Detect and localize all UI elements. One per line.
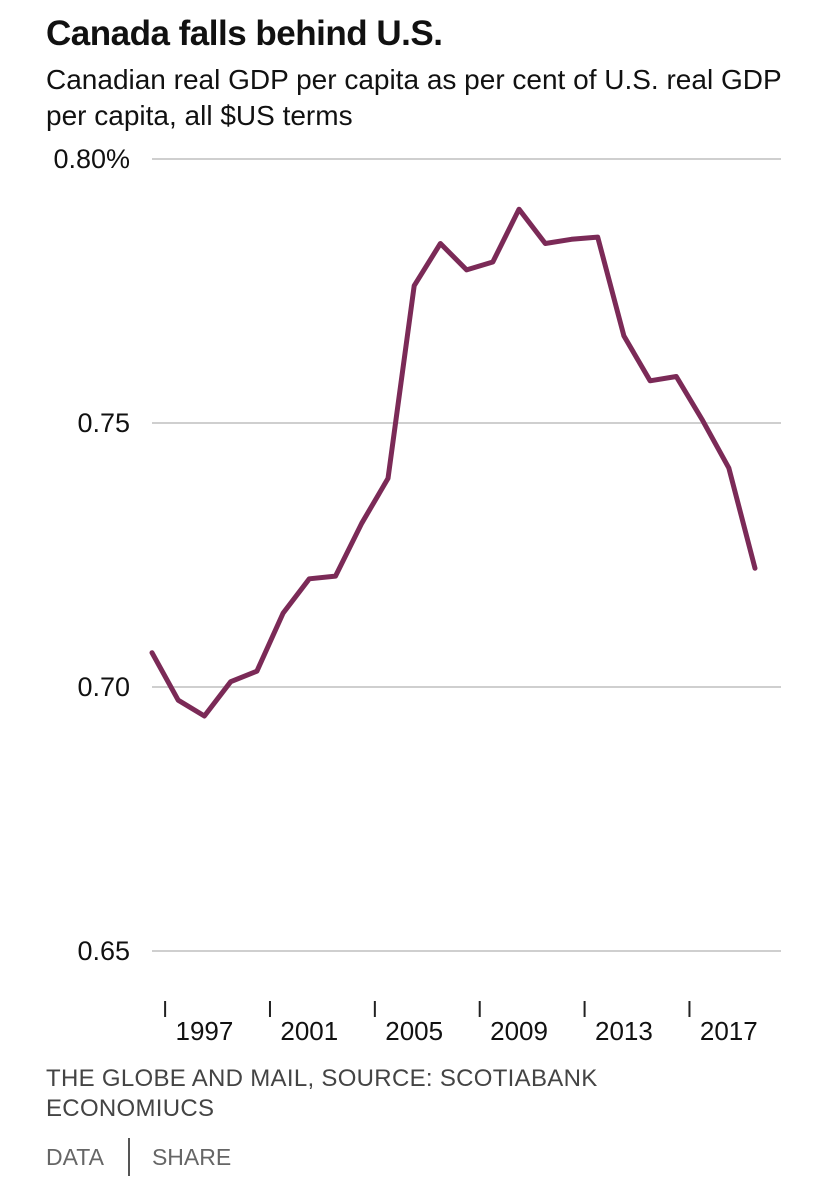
- share-link[interactable]: SHARE: [151, 1143, 232, 1170]
- footer-divider: [127, 1138, 130, 1176]
- x-tick-label: 2001: [280, 1016, 338, 1046]
- data-link[interactable]: DATA: [46, 1143, 104, 1170]
- y-tick-label: 0.70: [77, 672, 130, 702]
- footer-actions: DATA SHARE: [46, 1138, 231, 1176]
- x-tick-label: 2013: [595, 1016, 653, 1046]
- chart-subtitle: Canadian real GDP per capita as per cent…: [46, 64, 782, 131]
- x-tick-label: 2017: [700, 1016, 758, 1046]
- x-tick-label: 2009: [490, 1016, 548, 1046]
- y-tick-label: 0.65: [77, 936, 130, 966]
- gdp-ratio-line: [149, 206, 758, 719]
- chart-title: Canada falls behind U.S.: [46, 14, 443, 53]
- x-tick-label: 2005: [385, 1016, 443, 1046]
- y-tick-label: 0.80%: [53, 144, 130, 174]
- x-tick-label: 1997: [176, 1016, 234, 1046]
- source-credit: THE GLOBE AND MAIL, SOURCE: SCOTIABANK E…: [46, 1065, 598, 1122]
- line-chart: 0.65 0.70 0.75 0.80% 1997 2001 2005 2009 2013 201…: [53, 144, 781, 1046]
- y-tick-label: 0.75: [77, 408, 130, 438]
